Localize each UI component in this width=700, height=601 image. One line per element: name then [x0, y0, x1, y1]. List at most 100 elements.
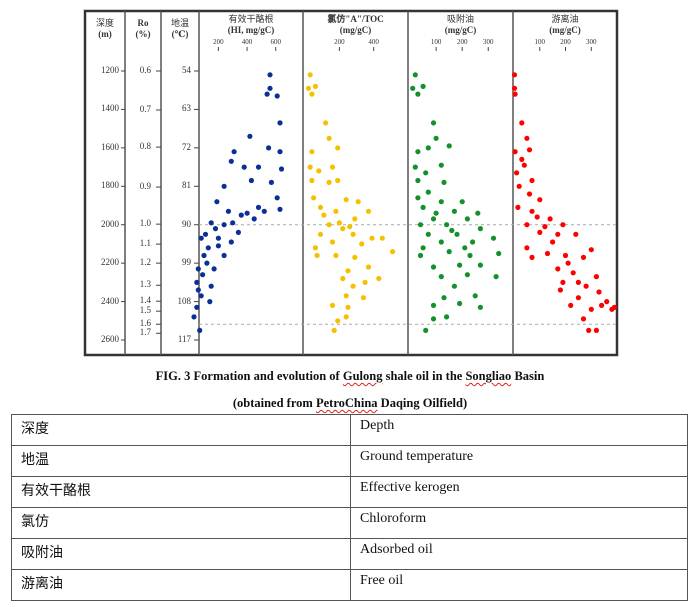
adsorbed-point — [454, 231, 460, 237]
adsorbed-point — [423, 327, 429, 333]
chloroform-point — [317, 231, 324, 237]
free-x-tick-label: 300 — [586, 38, 597, 46]
chloroform-point — [362, 279, 368, 285]
free-point — [524, 135, 530, 141]
hi-point — [277, 149, 283, 155]
hi-point — [201, 252, 207, 259]
english-term: Effective kerogen — [350, 476, 688, 508]
chloroform-point — [345, 268, 351, 274]
chloroform-point — [333, 208, 339, 214]
chloroform-point — [316, 168, 322, 174]
adsorbed-point — [420, 245, 426, 251]
header-chloroform: 氯仿"A"/TOC (mg/gC) — [327, 14, 384, 35]
hi-point — [255, 164, 262, 170]
hi-point — [264, 91, 270, 97]
free-point — [514, 170, 520, 176]
header-temp: 地温 (℃) — [170, 18, 189, 39]
ro-tick-label: 0.9 — [139, 181, 151, 192]
chloroform-point — [379, 235, 385, 241]
chloroform-point — [390, 249, 396, 255]
adsorbed-point — [444, 314, 450, 320]
hi-point — [235, 229, 241, 235]
hi-point — [197, 327, 203, 333]
hi-point — [255, 204, 262, 210]
chloroform-point — [350, 283, 356, 289]
free-point — [511, 72, 518, 78]
free-point — [583, 283, 589, 289]
english-term: Depth — [350, 414, 688, 446]
adsorbed-point — [430, 264, 437, 270]
chloroform-point — [343, 293, 349, 299]
adsorbed-point — [477, 226, 483, 232]
english-term: Ground temperature — [350, 445, 688, 477]
hi-point — [251, 216, 257, 222]
temp-tick-label: 108 — [177, 295, 192, 306]
adsorbed-point — [430, 120, 437, 126]
hi-point — [277, 206, 283, 212]
chloroform-point — [335, 318, 341, 324]
adsorbed-x-tick-label: 200 — [456, 38, 468, 46]
free-point — [557, 287, 564, 293]
ro-tick-label: 1.5 — [139, 305, 151, 316]
hi-point — [205, 245, 211, 251]
adsorbed-point — [477, 262, 483, 268]
hi-point — [244, 210, 250, 216]
adsorbed-point — [470, 239, 476, 245]
chloroform-point — [309, 177, 315, 184]
chloroform-point — [340, 275, 346, 282]
hi-point — [194, 304, 200, 310]
temp-tick-label: 54 — [182, 65, 191, 75]
adsorbed-point — [438, 199, 444, 205]
figure-caption-line1: FIG. 3 Formation and evolution of Gulong… — [155, 369, 545, 383]
free-point — [593, 274, 600, 280]
adsorbed-point — [412, 72, 418, 78]
free-point — [524, 222, 530, 228]
hi-point — [221, 183, 227, 189]
chloroform-point — [307, 164, 313, 170]
adsorbed-point — [420, 83, 426, 89]
free-point — [515, 204, 521, 210]
chloroform-point — [311, 195, 317, 201]
table-row: 深度 Depth — [11, 414, 688, 446]
free-point — [537, 229, 543, 235]
free-point — [596, 289, 602, 295]
free-point — [560, 279, 566, 285]
free-point — [599, 302, 605, 308]
free-point — [604, 299, 610, 305]
adsorbed-point — [496, 250, 502, 257]
ro-tick-label: 1.0 — [139, 218, 151, 229]
free-point — [611, 304, 618, 310]
chinese-term: 游离油 — [11, 569, 351, 601]
free-point — [519, 156, 525, 162]
chloroform-point — [340, 226, 346, 232]
chinese-term: 吸附油 — [11, 538, 351, 570]
chloroform-point — [305, 85, 312, 91]
hi-point — [247, 133, 253, 139]
chloroform-x-tick-label: 400 — [368, 38, 379, 46]
chloroform-point — [355, 199, 361, 205]
chloroform-point — [360, 295, 366, 301]
header-depth: 深度 (m) — [95, 18, 114, 39]
free-point — [555, 266, 561, 272]
free-point — [512, 91, 518, 97]
hi-point — [202, 231, 209, 237]
reference-lines — [199, 224, 617, 325]
chinese-term: 地温 — [11, 445, 351, 477]
adsorbed-point — [430, 302, 437, 308]
chloroform-point — [309, 91, 315, 97]
ro-tick-label: 0.6 — [139, 65, 151, 75]
chloroform-point — [365, 208, 372, 214]
depth-tick-label: 1200 — [101, 65, 119, 75]
ro-tick-label: 0.8 — [139, 141, 151, 152]
adsorbed-point — [415, 149, 421, 155]
hi-point — [195, 266, 201, 272]
adsorbed-point — [415, 195, 421, 201]
hi-x-tick-label: 400 — [241, 38, 253, 46]
chloroform-point — [336, 220, 342, 226]
depth-tick-label: 2000 — [101, 218, 119, 229]
hi-x-tick-label: 200 — [213, 38, 224, 46]
chloroform-point — [326, 135, 332, 141]
free-point — [529, 177, 535, 184]
free-point — [575, 295, 582, 301]
hi-point — [230, 220, 236, 226]
